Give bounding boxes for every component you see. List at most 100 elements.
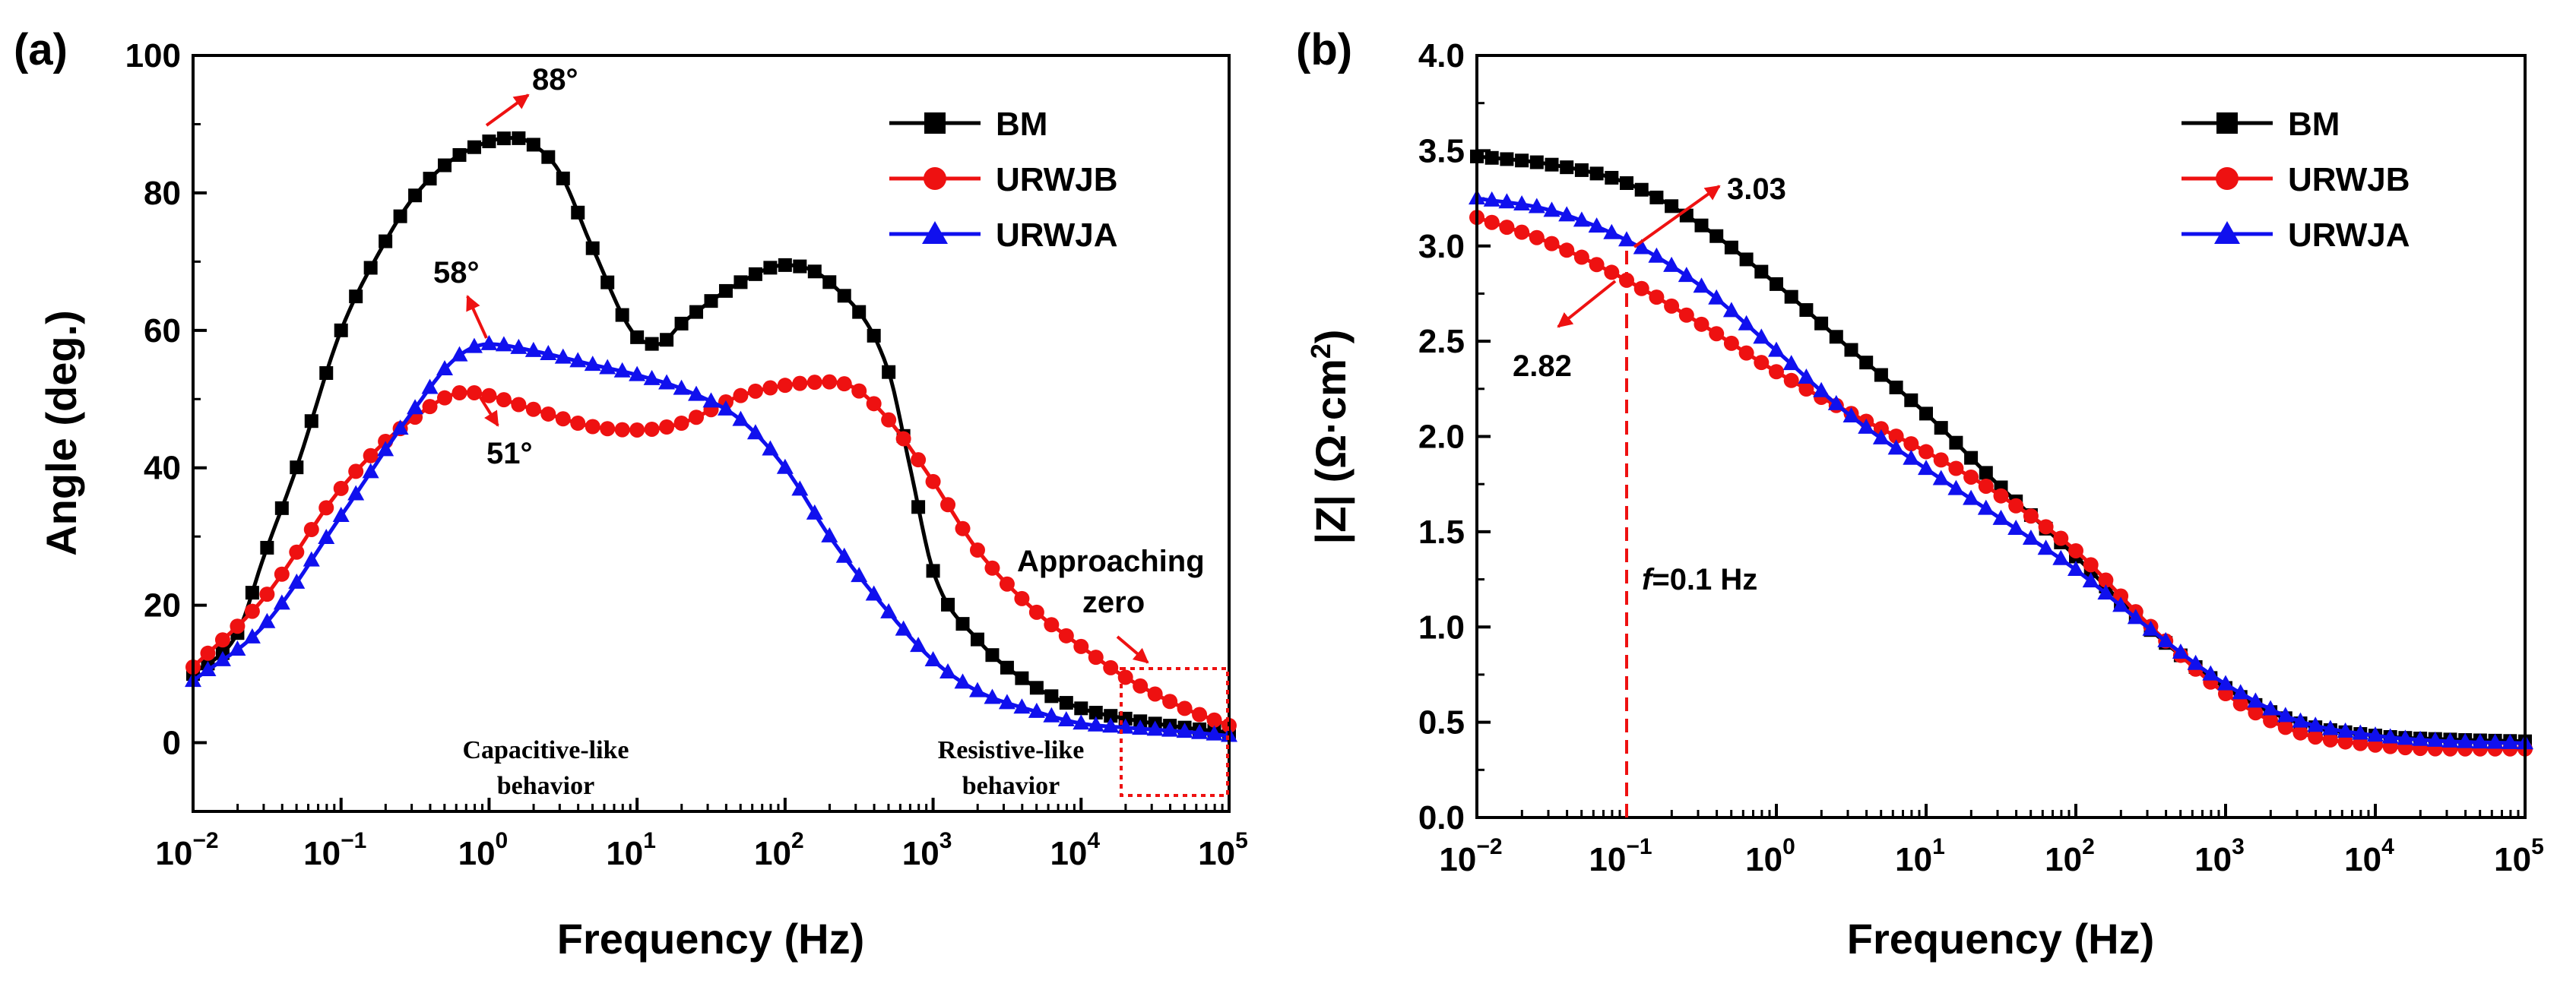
data-point-bm <box>1904 393 1919 407</box>
data-point-bm <box>615 308 629 322</box>
upper-value-arrow <box>1633 185 1721 248</box>
data-point-bm <box>334 323 348 337</box>
data-point-urwjb <box>1499 220 1515 236</box>
data-point-bm <box>1934 421 1948 435</box>
data-point-bm <box>1059 696 1073 710</box>
legend-marker-bm <box>2216 112 2238 134</box>
x-tick-label: 10−2 <box>1439 834 1502 878</box>
series-urwjb <box>185 374 1237 733</box>
y-tick-label: 0.5 <box>1418 704 1465 742</box>
data-point-urwja <box>2232 684 2249 700</box>
data-point-urwja <box>377 441 394 457</box>
data-point-bm <box>660 333 674 347</box>
data-point-urwja <box>1693 277 1710 293</box>
data-point-bm <box>1620 176 1633 191</box>
data-point-urwjb <box>1783 372 1799 388</box>
data-point-urwjb <box>2277 719 2293 735</box>
data-point-urwja <box>451 346 468 362</box>
data-point-urwja <box>851 567 868 583</box>
data-point-bm <box>379 234 393 248</box>
data-point-bm <box>571 205 585 220</box>
data-point-urwjb <box>747 383 763 399</box>
data-point-urwjb <box>2038 519 2054 535</box>
data-point-urwjb <box>2083 557 2099 573</box>
data-point-bm <box>1589 166 1604 181</box>
data-point-bm <box>645 337 659 351</box>
data-point-urwja <box>258 612 276 628</box>
data-point-urwja <box>1798 368 1815 384</box>
data-point-bm <box>274 501 289 515</box>
data-point-bm <box>245 586 259 600</box>
data-point-urwjb <box>1044 617 1060 633</box>
x-tick-label: 103 <box>2194 834 2245 878</box>
data-point-bm <box>496 131 511 146</box>
data-point-urwja <box>1872 429 1890 444</box>
data-point-bm <box>793 259 807 274</box>
data-point-urwjb <box>289 544 305 560</box>
data-point-urwjb <box>940 497 956 513</box>
data-point-urwja <box>880 602 898 618</box>
data-point-urwjb <box>1206 712 1222 728</box>
panel-b-y-axis-title: |Z| (Ω·cm2) <box>1305 330 1355 545</box>
data-point-urwja <box>2052 549 2070 565</box>
data-point-urwja <box>1753 328 1770 344</box>
data-point-urwjb <box>2113 588 2129 604</box>
x-tick-exponent: 2 <box>2082 834 2095 859</box>
data-point-urwjb <box>762 380 778 396</box>
data-point-urwja <box>2037 539 2055 555</box>
data-point-urwjb <box>659 419 675 435</box>
data-point-urwja <box>2441 732 2459 748</box>
data-point-urwjb <box>895 431 911 447</box>
data-point-urwjb <box>792 375 808 391</box>
data-point-urwja <box>1191 723 1209 739</box>
data-point-urwjb <box>1678 307 1694 323</box>
data-point-urwjb <box>911 452 927 468</box>
data-point-urwjb <box>1754 355 1770 371</box>
data-point-urwja <box>1782 355 1800 371</box>
data-point-urwjb <box>452 385 467 401</box>
data-point-urwja <box>1918 460 1934 476</box>
data-point-urwja <box>954 673 971 689</box>
data-point-urwja <box>1498 193 1516 209</box>
data-point-urwja <box>243 628 261 644</box>
panel-b-plot-frame <box>1475 54 2527 819</box>
data-point-bm <box>393 209 407 223</box>
data-point-urwja <box>2007 519 2025 535</box>
panel-a-angle-chart: (a) 10−2 10−1 100 101 102 103 104 1050204060801… <box>14 25 1248 963</box>
data-point-urwjb <box>274 566 290 582</box>
data-point-urwja <box>865 585 882 601</box>
bm-peak-arrow <box>485 93 530 127</box>
x-tick-exponent: −1 <box>1626 834 1652 859</box>
x-tick-exponent: −2 <box>192 828 218 853</box>
data-point-urwja <box>688 385 705 401</box>
data-point-urwjb <box>1192 707 1208 723</box>
panel-b-y-axis-title-close: ) <box>1307 330 1355 344</box>
data-point-urwjb <box>925 473 941 489</box>
data-point-bm <box>1088 706 1103 720</box>
approaching-zero-arrow <box>1116 635 1149 664</box>
data-point-urwjb <box>555 411 571 427</box>
data-point-urwja <box>2082 572 2099 588</box>
data-point-bm <box>1949 435 1963 450</box>
x-tick-exponent: −1 <box>341 828 366 853</box>
data-point-urwja <box>2142 620 2159 636</box>
data-point-bm <box>926 564 940 578</box>
data-point-urwja <box>2187 654 2204 670</box>
legend-marker-bm <box>924 112 946 134</box>
data-point-urwjb <box>570 416 586 432</box>
data-point-urwjb <box>348 463 364 479</box>
y-tick-label: 0 <box>163 725 181 762</box>
x-tick-base: 10 <box>2194 841 2232 878</box>
data-point-urwja <box>2292 712 2309 728</box>
data-point-urwja <box>465 337 483 353</box>
data-point-bm <box>1529 155 1544 169</box>
approaching-zero-line2: zero <box>1082 586 1145 619</box>
data-point-bm <box>1770 277 1783 291</box>
data-point-urwja <box>717 400 734 416</box>
panel-a-plot-frame <box>192 54 1231 813</box>
data-point-urwjb <box>1769 364 1784 380</box>
data-point-bm <box>807 264 822 279</box>
panel-b-y-axis-title-sup: 2 <box>1305 343 1336 359</box>
data-point-urwja <box>1963 489 1980 505</box>
